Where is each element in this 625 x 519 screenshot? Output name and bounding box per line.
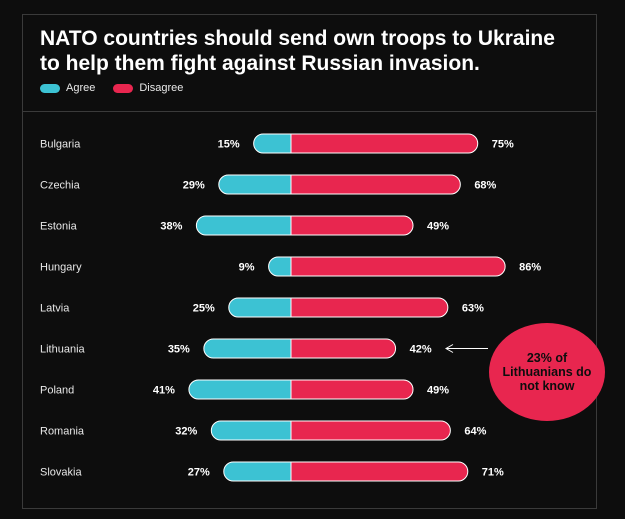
- agree-bar-bulgaria: [253, 133, 292, 154]
- chart-legend: Agree Disagree: [40, 82, 201, 94]
- agree-value-label-estonia: 38%: [160, 221, 182, 233]
- disagree-value-label-latvia: 63%: [462, 303, 484, 315]
- annotation-callout: 23% of Lithuanians do not know: [489, 323, 605, 421]
- disagree-bar-bulgaria: [290, 133, 479, 154]
- disagree-bar-poland: [290, 379, 414, 400]
- agree-value-label-romania: 32%: [175, 426, 197, 438]
- disagree-bar-latvia: [290, 297, 449, 318]
- disagree-value-label-hungary: 86%: [519, 262, 541, 274]
- agree-bar-hungary: [268, 256, 292, 277]
- annotation-text: 23% of Lithuanians do not know: [502, 351, 592, 393]
- disagree-value-label-bulgaria: 75%: [492, 139, 514, 151]
- category-label-hungary: Hungary: [40, 262, 82, 274]
- disagree-bar-estonia: [290, 215, 414, 236]
- agree-value-label-bulgaria: 15%: [218, 139, 240, 151]
- legend-label-disagree: Disagree: [139, 82, 184, 94]
- agree-bar-lithuania: [203, 338, 292, 359]
- category-label-slovakia: Slovakia: [40, 467, 82, 479]
- category-label-lithuania: Lithuania: [40, 344, 86, 356]
- agree-value-label-lithuania: 35%: [168, 344, 190, 356]
- agree-value-label-slovakia: 27%: [188, 467, 210, 479]
- category-label-latvia: Latvia: [40, 303, 70, 315]
- disagree-value-label-romania: 64%: [464, 426, 486, 438]
- disagree-value-label-estonia: 49%: [427, 221, 449, 233]
- legend-swatch-agree: [40, 83, 60, 93]
- agree-bar-slovakia: [223, 461, 292, 482]
- chart-header: [22, 14, 597, 112]
- disagree-value-label-slovakia: 71%: [482, 467, 504, 479]
- legend-item-agree: Agree: [40, 82, 95, 94]
- disagree-value-label-poland: 49%: [427, 385, 449, 397]
- disagree-bar-czechia: [290, 174, 461, 195]
- disagree-bar-slovakia: [290, 461, 469, 482]
- agree-value-label-czechia: 29%: [183, 180, 205, 192]
- agree-bar-latvia: [228, 297, 292, 318]
- annotation-arrow-head: [444, 344, 454, 353]
- chart-title: NATO countries should send own troops to…: [40, 27, 555, 75]
- category-label-bulgaria: Bulgaria: [40, 139, 81, 151]
- category-label-poland: Poland: [40, 385, 74, 397]
- legend-item-disagree: Disagree: [113, 82, 183, 94]
- agree-value-label-hungary: 9%: [239, 262, 255, 274]
- disagree-value-label-lithuania: 42%: [410, 344, 432, 356]
- agree-value-label-poland: 41%: [153, 385, 175, 397]
- agree-bar-poland: [188, 379, 292, 400]
- category-label-czechia: Czechia: [40, 180, 81, 192]
- category-label-estonia: Estonia: [40, 221, 78, 233]
- disagree-bar-hungary: [290, 256, 506, 277]
- disagree-value-label-czechia: 68%: [474, 180, 496, 192]
- agree-value-label-latvia: 25%: [193, 303, 215, 315]
- legend-swatch-disagree: [113, 83, 134, 93]
- agree-bar-estonia: [195, 215, 292, 236]
- category-label-romania: Romania: [40, 426, 85, 438]
- agree-bar-czechia: [218, 174, 292, 195]
- disagree-bar-lithuania: [290, 338, 397, 359]
- chart-frame: [22, 14, 597, 509]
- disagree-bar-romania: [290, 420, 451, 441]
- agree-bar-romania: [210, 420, 292, 441]
- legend-label-agree: Agree: [66, 82, 96, 94]
